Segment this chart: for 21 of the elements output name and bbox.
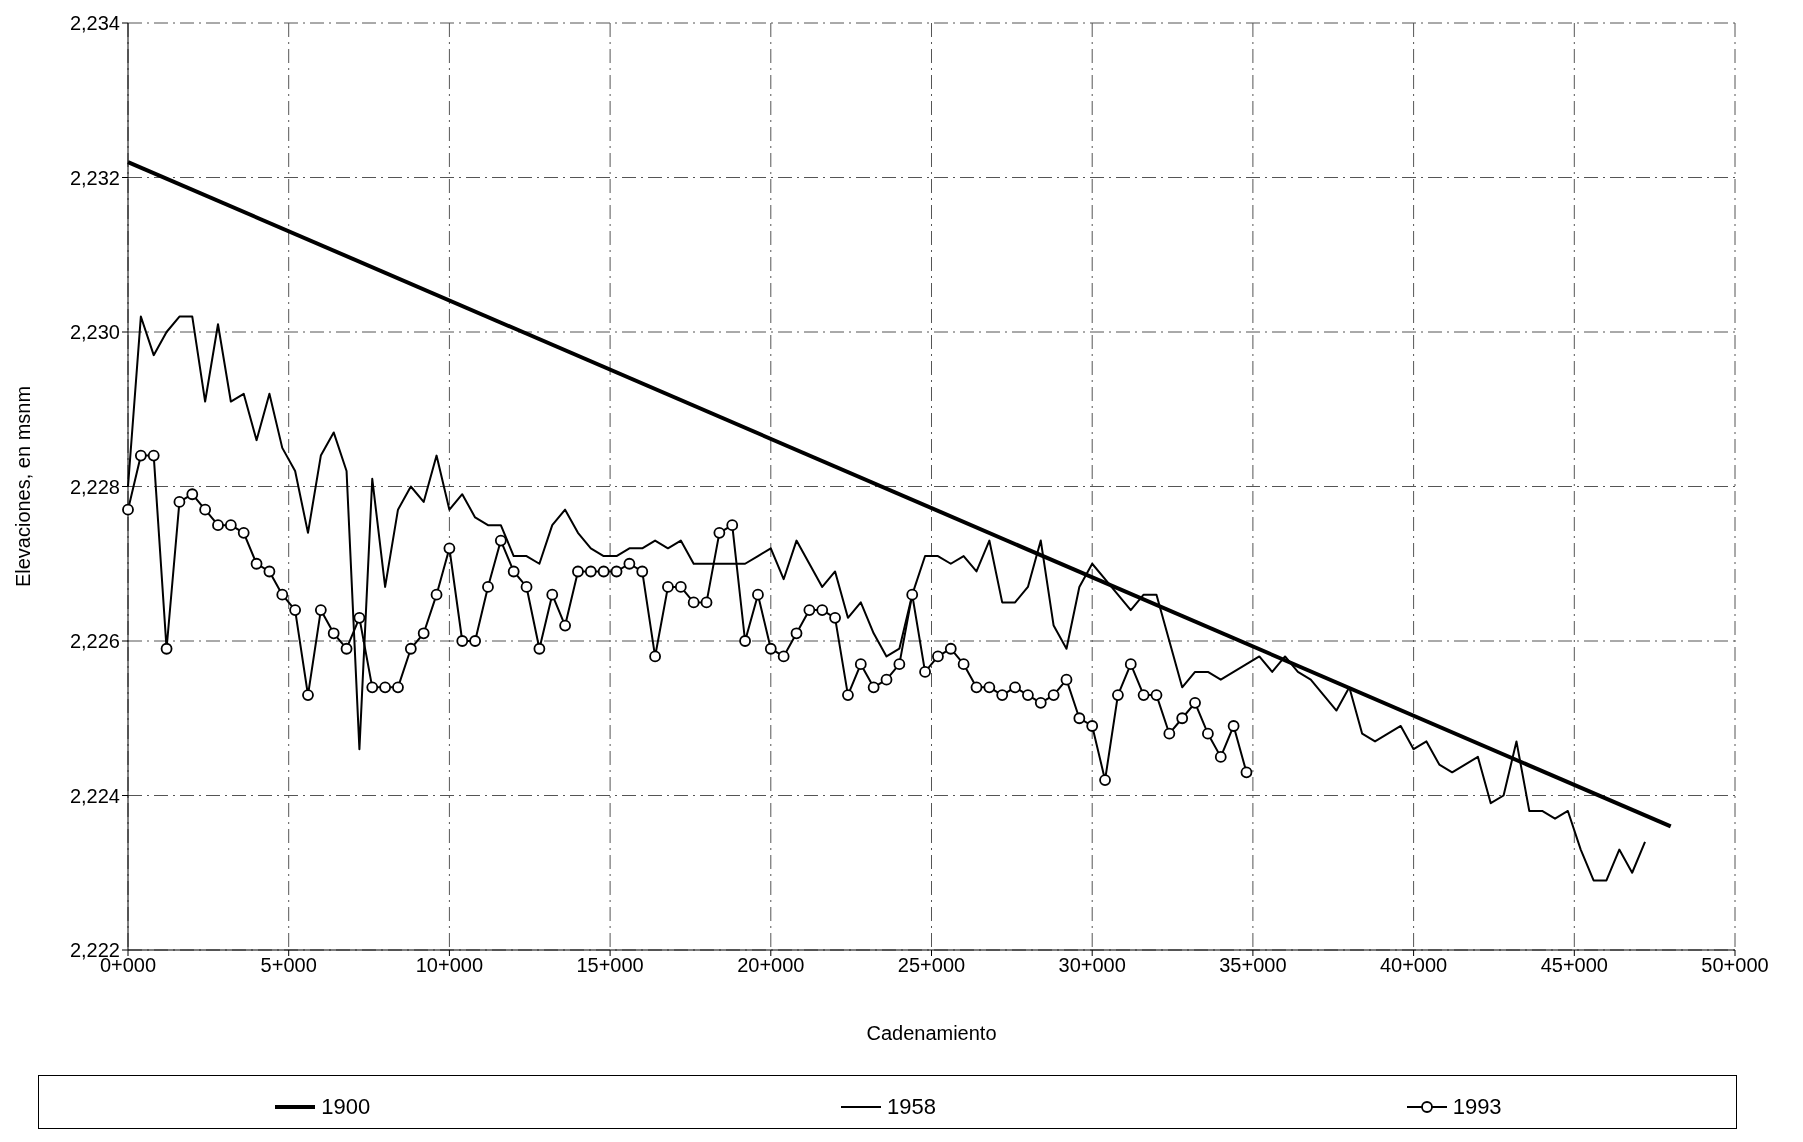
x-axis-title: Cadenamiento [866,1022,997,1044]
x-tick-label: 50+000 [1701,954,1769,977]
x-tick-label: 5+000 [260,954,317,977]
y-axis-title: Elevaciones, en msnm [12,385,35,588]
x-tick-label: 40+000 [1379,954,1448,977]
y-tick-label: 2,228 [69,475,120,498]
x-tick-label: 10+000 [415,954,484,977]
legend-label: 1958 [887,1094,936,1120]
legend-label: 1900 [321,1094,371,1120]
y-tick-label: 2,226 [69,630,120,653]
x-tick-label: 35+000 [1219,954,1287,977]
x-tick-label: 15+000 [576,954,644,977]
y-tick-label: 2,224 [69,784,120,807]
y-tick-label: 2,230 [69,321,120,344]
x-tick-label: 45+000 [1540,954,1608,977]
y-tick-label: 2,234 [69,12,120,35]
legend-label: 1993 [1452,1094,1502,1120]
x-tick-label: 25+000 [897,954,966,977]
y-tick-label: 2,232 [69,166,120,189]
x-tick-label: 30+000 [1058,954,1126,977]
x-tick-label: 20+000 [737,954,805,977]
